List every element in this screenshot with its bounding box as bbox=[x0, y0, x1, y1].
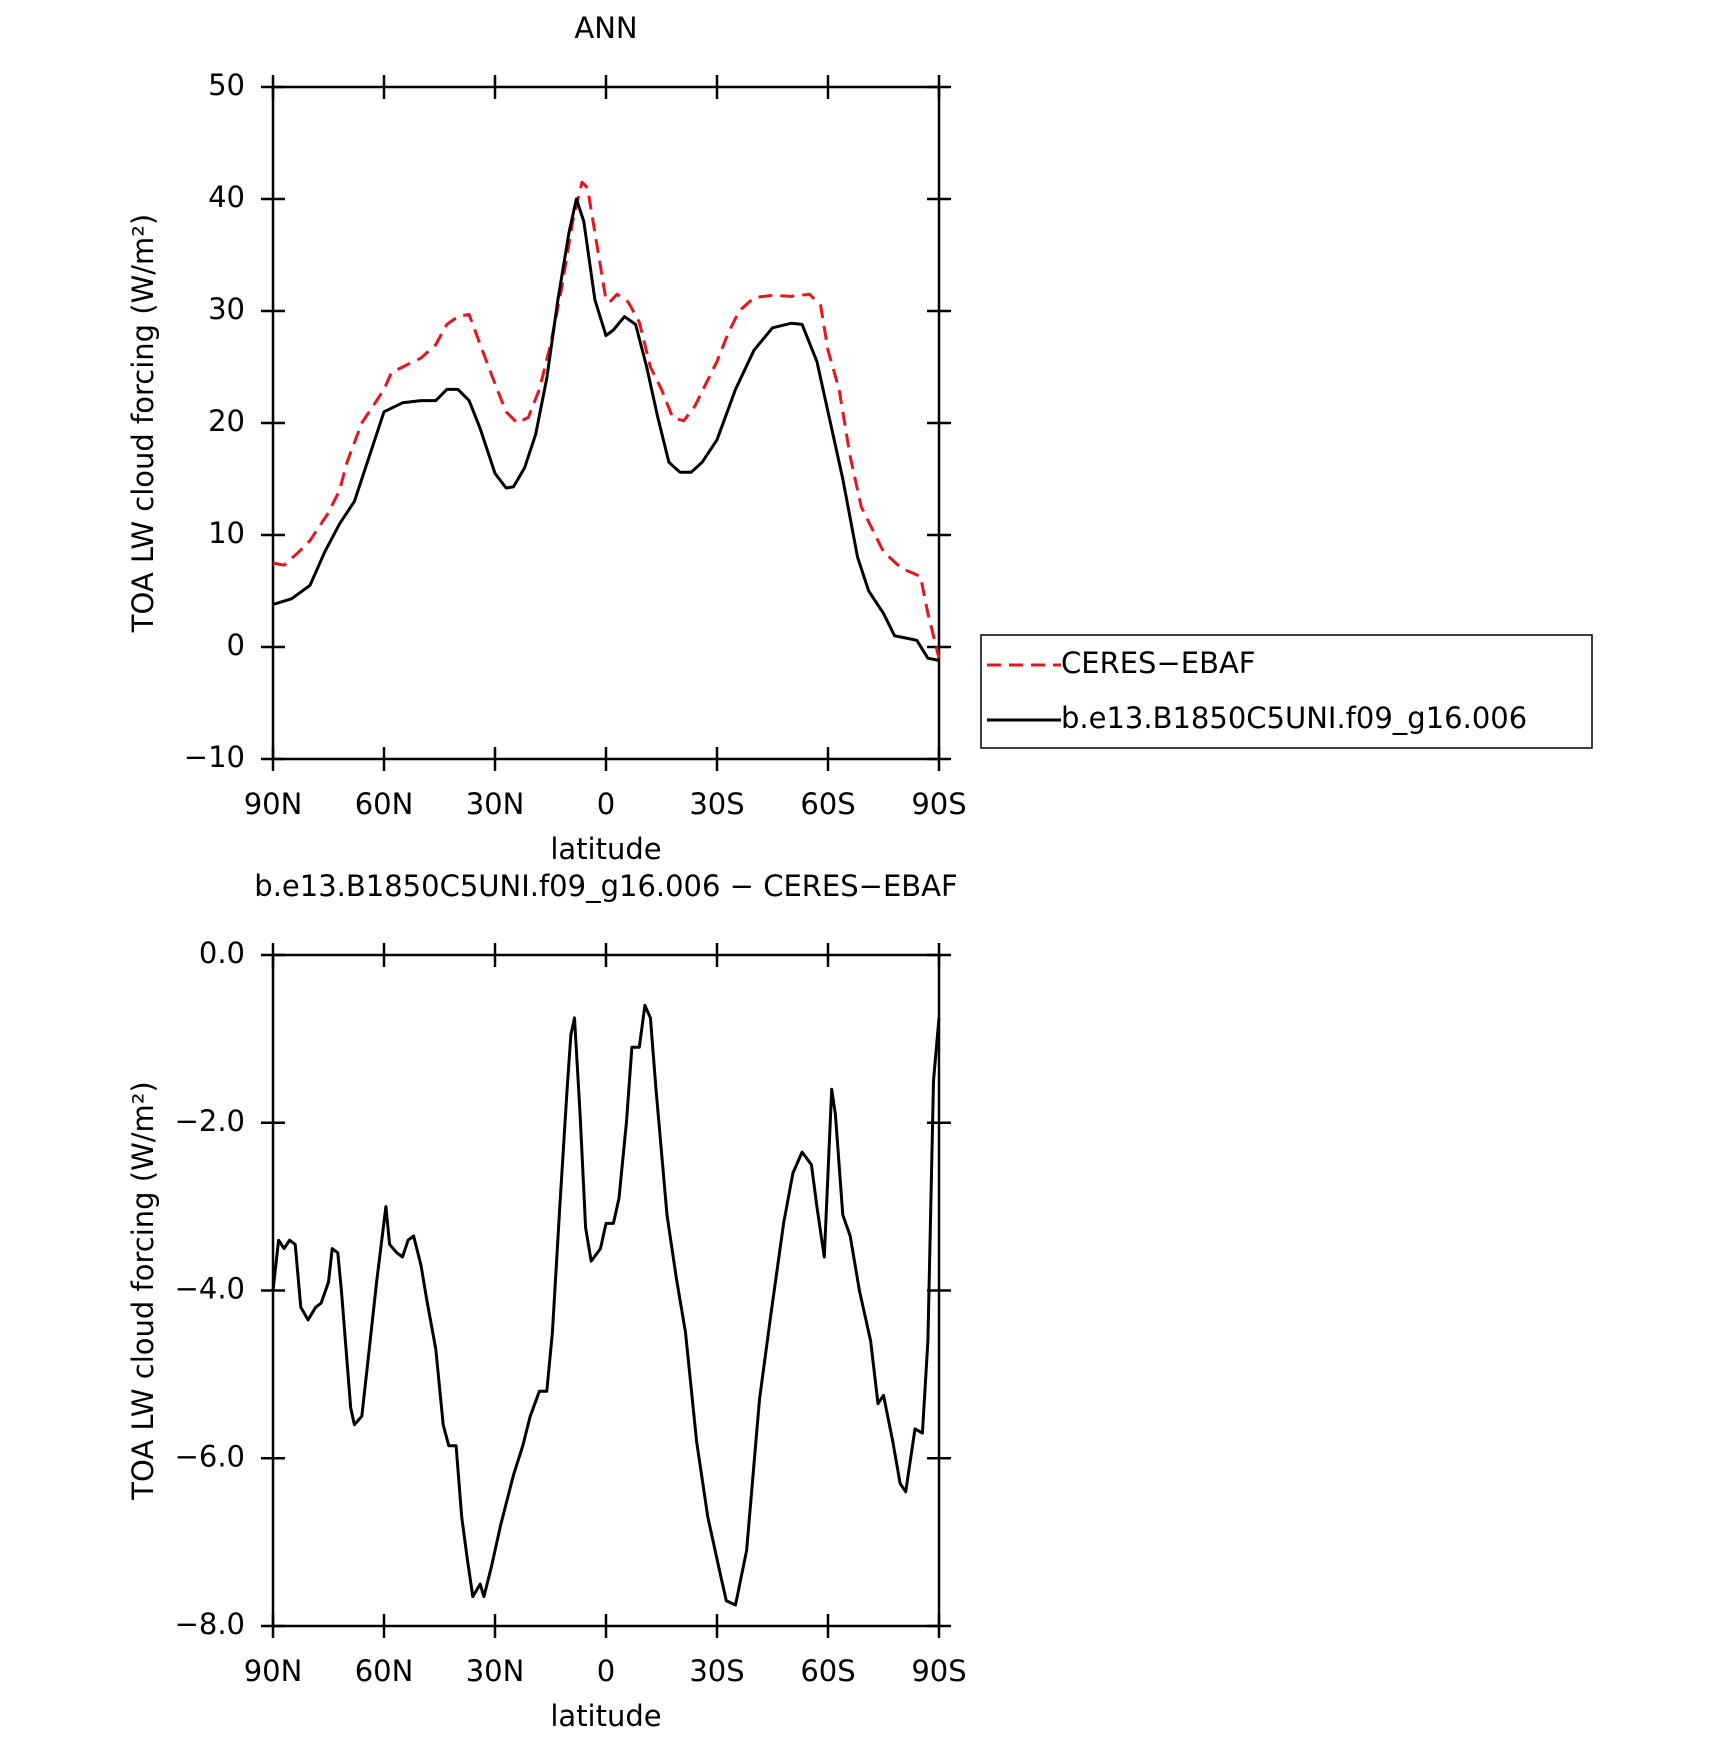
plot-frame bbox=[271, 85, 941, 761]
y-tick-label: 0 bbox=[227, 628, 245, 662]
x-tick-label: 30S bbox=[689, 787, 744, 821]
y-tick-label: −6.0 bbox=[175, 1439, 245, 1473]
x-tick-label: 30N bbox=[466, 1654, 525, 1688]
x-axis-label: latitude bbox=[550, 1699, 661, 1733]
y-tick-label: −10 bbox=[184, 740, 245, 774]
x-tick-label: 30S bbox=[689, 1654, 744, 1688]
y-tick-label: 40 bbox=[208, 180, 245, 214]
data-line bbox=[272, 180, 941, 659]
y-tick-label: 10 bbox=[208, 516, 245, 550]
x-tick-label: 90N bbox=[244, 1654, 303, 1688]
x-tick-label: 90S bbox=[911, 787, 966, 821]
x-tick-label: 60N bbox=[355, 787, 414, 821]
y-axis-label: TOA LW cloud forcing (W/m²) bbox=[126, 1081, 160, 1500]
y-tick-label: 20 bbox=[208, 404, 245, 438]
x-tick-label: 60N bbox=[355, 1654, 414, 1688]
y-tick-label: 50 bbox=[208, 68, 245, 102]
legend-label: b.e13.B1850C5UNI.f09_g16.006 bbox=[1061, 701, 1527, 735]
x-tick-label: 60S bbox=[800, 787, 855, 821]
x-tick-label: 0 bbox=[597, 1654, 615, 1688]
data-line bbox=[272, 197, 940, 662]
y-tick-label: −4.0 bbox=[175, 1272, 245, 1306]
chart-title: b.e13.B1850C5UNI.f09_g16.006 − CERES−EBA… bbox=[254, 869, 957, 903]
x-tick-label: 90S bbox=[911, 1654, 966, 1688]
x-tick-label: 0 bbox=[597, 787, 615, 821]
x-tick-label: 60S bbox=[800, 1654, 855, 1688]
legend-box bbox=[980, 634, 1593, 749]
y-tick-label: 30 bbox=[208, 292, 245, 326]
legend-label: CERES−EBAF bbox=[1061, 646, 1256, 680]
y-axis-label: TOA LW cloud forcing (W/m²) bbox=[126, 214, 160, 633]
y-tick-label: 0.0 bbox=[199, 936, 245, 970]
data-line bbox=[271, 1003, 941, 1607]
plot-frame bbox=[271, 953, 941, 1628]
x-tick-label: 90N bbox=[244, 787, 303, 821]
y-tick-label: −2.0 bbox=[175, 1104, 245, 1138]
x-tick-label: 30N bbox=[466, 787, 525, 821]
chart-title: ANN bbox=[574, 11, 637, 45]
y-tick-label: −8.0 bbox=[175, 1607, 245, 1641]
x-axis-label: latitude bbox=[550, 832, 661, 866]
